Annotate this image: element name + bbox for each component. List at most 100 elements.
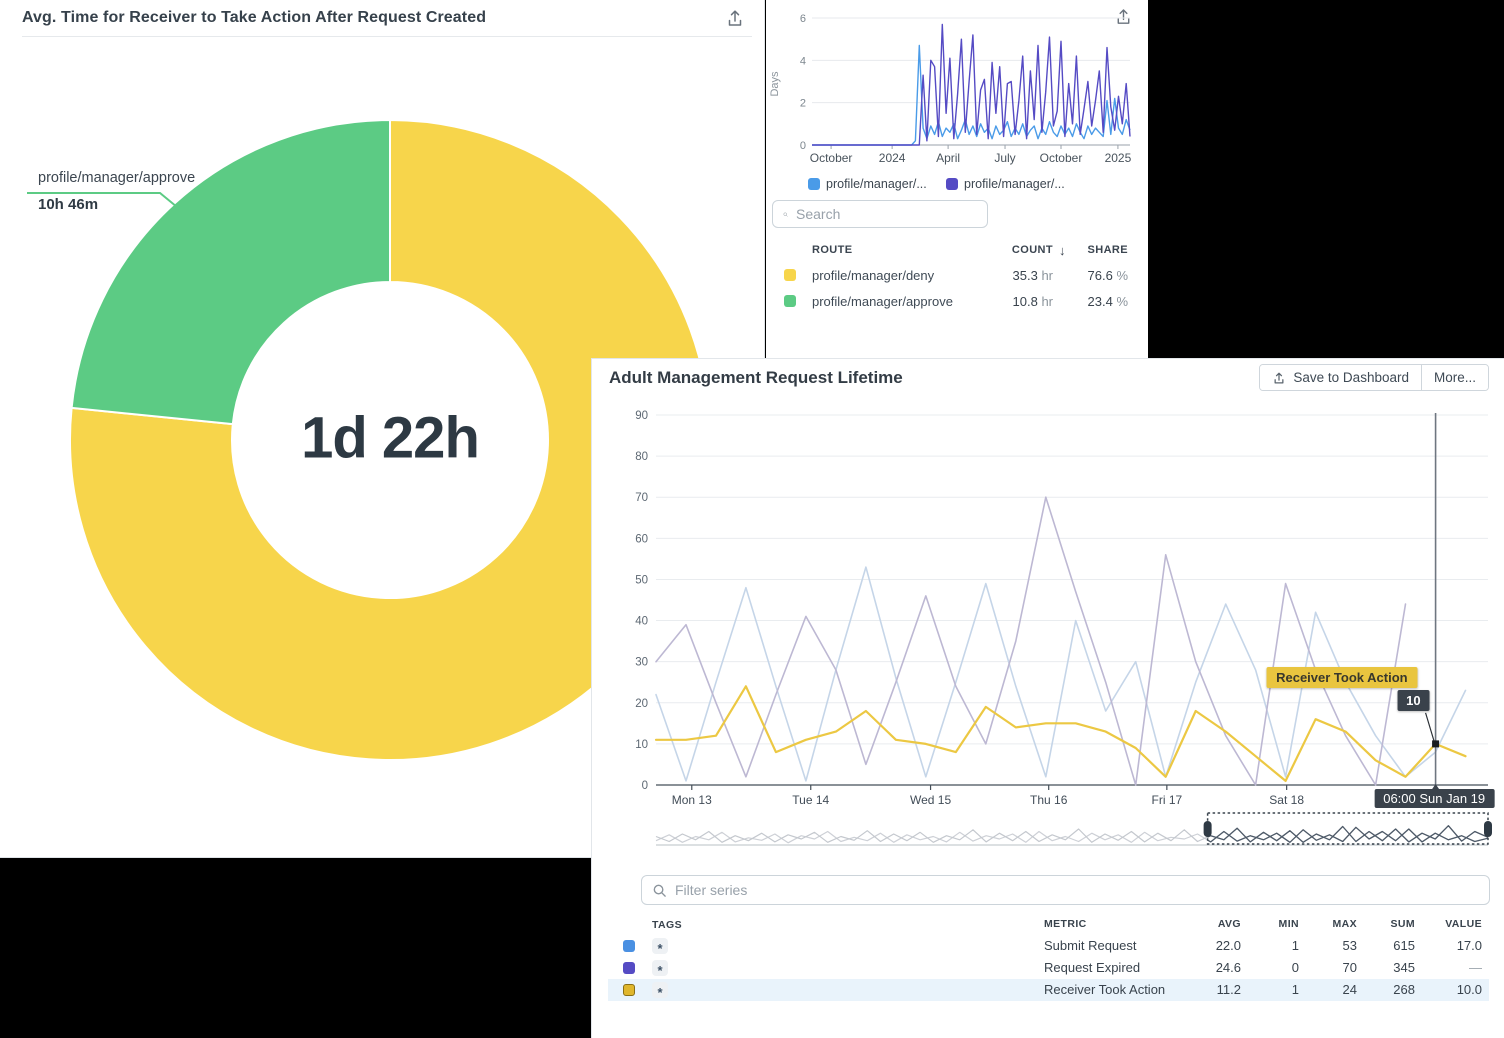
metric-row-receiver-took-action[interactable]: * Receiver Took Action 11.2 1 24 268 10.… <box>608 979 1489 1001</box>
value-cell: 10.0 <box>1456 982 1482 997</box>
export-icon[interactable] <box>724 7 746 29</box>
metric-row-request-expired[interactable]: * Request Expired 24.6 0 70 345 — <box>608 957 1489 979</box>
table-row[interactable]: profile/manager/deny 35.3 hr 76.6 % <box>766 264 1148 288</box>
lifetime-line-chart[interactable]: 0 10 20 30 40 50 60 70 80 90 Mon 13 Tue 14 Wed 15 Thu… <box>592 399 1504 811</box>
share-cell: 76.6 <box>1087 268 1113 283</box>
svg-text:10: 10 <box>635 739 648 751</box>
search-box[interactable] <box>772 200 988 228</box>
share-unit: % <box>1116 294 1128 309</box>
svg-text:Days: Days <box>769 71 781 97</box>
svg-text:20: 20 <box>635 698 648 710</box>
metric-row-submit-request[interactable]: * Submit Request 22.0 1 53 615 17.0 <box>608 935 1489 957</box>
more-button[interactable]: More... <box>1420 365 1488 390</box>
col-header-share[interactable]: SHARE <box>1087 244 1128 256</box>
series-color-chip <box>623 940 635 952</box>
value-cell: — <box>1469 960 1482 975</box>
legend-item-1[interactable]: profile/manager/... <box>808 177 927 191</box>
svg-text:6: 6 <box>800 13 806 25</box>
legend-label: profile/manager/... <box>964 177 1065 191</box>
request-lifetime-panel: Adult Management Request Lifetime Save t… <box>591 358 1504 1038</box>
divider <box>22 36 752 37</box>
routes-panel: 0 2 4 6 October 2024 April July October 2025 Days … <box>766 0 1148 358</box>
series-color-chip <box>784 269 796 281</box>
tag-chip[interactable]: * <box>652 960 668 977</box>
export-icon[interactable] <box>1112 5 1134 27</box>
svg-text:30: 30 <box>635 657 648 669</box>
legend-color-chip <box>808 178 820 190</box>
share-cell: 23.4 <box>1087 294 1113 309</box>
metric-cell: Receiver Took Action <box>1044 982 1166 997</box>
sort-desc-icon[interactable]: ↓ <box>1059 243 1066 258</box>
sum-cell: 268 <box>1393 982 1415 997</box>
panel-title: Avg. Time for Receiver to Take Action Af… <box>22 9 487 26</box>
filter-series-input[interactable] <box>675 882 1479 898</box>
donut-center-value: 1d 22h <box>301 405 480 471</box>
legend-item-2[interactable]: profile/manager/... <box>946 177 1065 191</box>
svg-text:October: October <box>1040 151 1083 165</box>
more-button-label: More... <box>1433 370 1476 385</box>
filter-series-box[interactable] <box>641 875 1490 905</box>
count-unit: hr <box>1041 268 1053 283</box>
metrics-table-header: TAGS METRIC AVG MIN MAX SUM VALUE <box>608 915 1489 935</box>
max-cell: 24 <box>1342 982 1357 997</box>
overview-minimap[interactable] <box>592 811 1504 851</box>
metric-cell: Submit Request <box>1044 938 1137 953</box>
min-cell: 1 <box>1291 938 1299 953</box>
svg-text:Sat 18: Sat 18 <box>1269 793 1304 807</box>
col-header-min: MIN <box>1278 918 1299 930</box>
search-icon <box>783 212 788 217</box>
series-color-chip <box>784 295 796 307</box>
svg-text:Mon 13: Mon 13 <box>672 793 712 807</box>
legend-label: profile/manager/... <box>826 177 927 191</box>
min-cell: 0 <box>1291 960 1299 975</box>
sum-cell: 615 <box>1393 938 1415 953</box>
legend-color-chip <box>946 178 958 190</box>
count-cell: 35.3 <box>1012 268 1038 283</box>
routes-table-header: ROUTE COUNT ↓ SHARE <box>766 240 1148 264</box>
svg-text:80: 80 <box>635 451 648 463</box>
save-to-dashboard-button[interactable]: Save to Dashboard <box>1260 365 1421 390</box>
save-button-label: Save to Dashboard <box>1293 370 1409 385</box>
svg-text:50: 50 <box>635 574 648 586</box>
col-header-value: VALUE <box>1445 918 1482 930</box>
svg-text:April: April <box>936 151 960 165</box>
panel-actions: Save to Dashboard More... <box>1259 364 1489 391</box>
svg-text:0: 0 <box>800 140 806 152</box>
col-header-avg: AVG <box>1217 918 1241 930</box>
svg-text:Thu 16: Thu 16 <box>1030 793 1068 807</box>
col-header-count[interactable]: COUNT <box>1011 244 1053 256</box>
col-header-metric: METRIC <box>1044 918 1087 930</box>
svg-text:Tue 14: Tue 14 <box>792 793 829 807</box>
series-color-chip <box>623 984 635 996</box>
svg-text:70: 70 <box>635 492 648 504</box>
svg-text:July: July <box>994 151 1015 165</box>
min-cell: 1 <box>1291 982 1299 997</box>
tooltip-value: 10 <box>1397 690 1430 711</box>
svg-text:2025: 2025 <box>1105 151 1132 165</box>
avg-cell: 24.6 <box>1215 960 1241 975</box>
svg-text:October: October <box>810 151 853 165</box>
tag-chip[interactable]: * <box>652 938 668 955</box>
share-unit: % <box>1116 268 1128 283</box>
svg-text:4: 4 <box>800 55 806 67</box>
table-row[interactable]: profile/manager/approve 10.8 hr 23.4 % <box>766 290 1148 314</box>
avg-cell: 22.0 <box>1215 938 1241 953</box>
routes-timeseries-chart[interactable]: 0 2 4 6 October 2024 April July October 2025 Days <box>766 0 1148 170</box>
search-input[interactable] <box>796 206 977 222</box>
svg-text:2024: 2024 <box>879 151 906 165</box>
svg-text:0: 0 <box>642 780 648 792</box>
share-upload-icon <box>1117 8 1129 24</box>
sum-cell: 345 <box>1393 960 1415 975</box>
search-icon <box>653 884 666 897</box>
tag-chip[interactable]: * <box>652 982 668 999</box>
tooltip-time: 06:00 Sun Jan 19 <box>1374 789 1495 808</box>
metric-cell: Request Expired <box>1044 960 1141 975</box>
max-cell: 53 <box>1342 938 1357 953</box>
donut-callout-value: 10h 46m <box>38 196 99 213</box>
col-header-route[interactable]: ROUTE <box>812 244 853 256</box>
svg-text:2: 2 <box>800 98 806 110</box>
col-header-sum: SUM <box>1390 918 1415 930</box>
col-header-max: MAX <box>1332 918 1357 930</box>
share-upload-icon <box>728 10 742 26</box>
panel-title: Adult Management Request Lifetime <box>609 368 903 387</box>
